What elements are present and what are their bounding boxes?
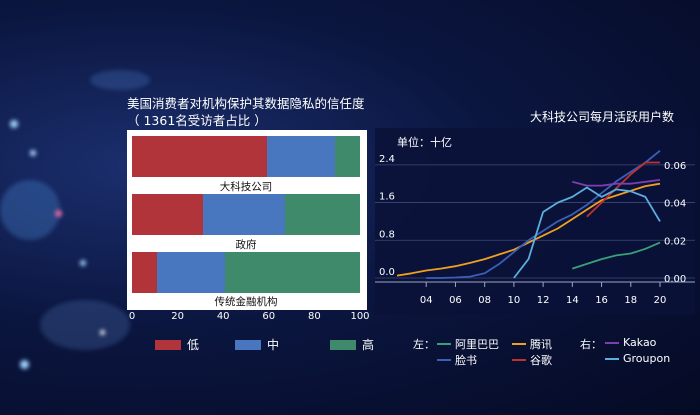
legend-item-facebook: 脸书 [437, 352, 477, 368]
right-y-tick-label: 0.06 [664, 161, 686, 172]
legend-label-alibaba: 阿里巴巴 [455, 338, 499, 351]
bar-segment-low [132, 194, 203, 235]
legend-line-google [512, 359, 526, 361]
x-tick-label: 20 [171, 311, 184, 322]
series-line-kakao [572, 179, 661, 187]
left-y-tick-label: 0.8 [379, 229, 395, 240]
legend-swatch-low [155, 339, 181, 350]
bar-row-traditional-finance [132, 252, 360, 293]
x-tick-label: 18 [624, 295, 637, 306]
bar-segment-high [334, 136, 360, 177]
legend-line-tencent [512, 343, 526, 345]
legend-right-prefix-text: 右： [580, 338, 602, 351]
bar-segment-mid [202, 194, 285, 235]
category-label-big-tech: 大科技公司 [219, 181, 273, 193]
left-chart-title-line1: 美国消费者对机构保护其数据隐私的信任度 [127, 96, 365, 111]
x-tick-label: 100 [350, 311, 370, 322]
left-y-tick-label: 1.6 [379, 192, 395, 203]
bar-segment-high [225, 252, 360, 293]
bar-row-government [132, 194, 360, 235]
x-tick-label: 16 [595, 295, 608, 306]
left-chart-title-line2: （ 1361名受访者占比 ） [127, 113, 267, 128]
legend-left-prefix: 左： [413, 336, 435, 352]
legend-item-low: 低 [155, 336, 199, 353]
bar-segment-high [284, 194, 360, 235]
legend-label-kakao: Kakao [623, 336, 657, 349]
legend-item-mid: 中 [235, 336, 279, 353]
legend-item-groupon: Groupon [605, 352, 670, 365]
x-tick-label: 12 [537, 295, 550, 306]
legend-item-google: 谷歌 [512, 352, 552, 368]
legend-label-google: 谷歌 [530, 354, 552, 367]
stacked-bar-plot: 大科技公司 政府 传统金融机构 [127, 130, 367, 310]
legend-line-alibaba [437, 343, 451, 345]
legend-item-alibaba: 阿里巴巴 [437, 336, 499, 352]
series-line-groupon [513, 186, 661, 279]
legend-label-low: 低 [187, 338, 200, 352]
legend-label-facebook: 脸书 [455, 354, 477, 367]
right-chart-title: 大科技公司每月活跃用户数 [530, 110, 675, 124]
left-axis-unit: 单位：十亿 [397, 135, 452, 149]
category-label-traditional-finance: 传统金融机构 [214, 296, 278, 308]
bar-segment-low [132, 136, 267, 177]
x-tick-label: 06 [449, 295, 462, 306]
x-tick-label: 10 [508, 295, 521, 306]
legend-item-high: 高 [330, 336, 374, 353]
category-label-government: 政府 [235, 239, 257, 251]
legend-left-prefix-text: 左： [413, 338, 435, 351]
series-line-tencent [396, 182, 661, 277]
line-chart: 单位：十亿 0.0 0.8 1.6 2.4 0.00 0.02 0.04 0.06 04 06 08… [375, 128, 695, 315]
left-chart-title: 美国消费者对机构保护其数据隐私的信任度 （ 1361名受访者占比 ） [127, 95, 377, 129]
legend-swatch-mid [235, 339, 261, 350]
legend-swatch-high [330, 339, 356, 350]
bar-row-big-tech [132, 136, 360, 177]
left-y-tick-label: 0.0 [379, 267, 395, 278]
legend-line-kakao [605, 341, 619, 344]
right-plot-background [375, 128, 695, 315]
x-tick-label: 08 [478, 295, 491, 306]
x-tick-label: 04 [420, 295, 433, 306]
legend-line-groupon [605, 357, 619, 360]
x-tick-label: 40 [216, 311, 230, 322]
legend-line-facebook [437, 359, 451, 361]
series-line-google [586, 161, 660, 218]
legend-item-tencent: 腾讯 [512, 336, 552, 352]
x-tick-label: 20 [654, 295, 667, 306]
right-y-tick-label: 0.00 [664, 274, 686, 285]
legend-right-prefix: 右： [580, 336, 602, 352]
x-tick-label: 0 [128, 311, 136, 322]
x-tick-label: 60 [262, 311, 276, 322]
legend-label-mid: 中 [267, 338, 280, 352]
x-tick-label: 14 [566, 295, 579, 306]
bar-segment-mid [157, 252, 226, 293]
bar-segment-low [132, 252, 158, 293]
series-line-alibaba [572, 241, 661, 270]
right-y-tick-label: 0.02 [664, 236, 686, 247]
legend-label-tencent: 腾讯 [530, 338, 552, 351]
legend-item-kakao: Kakao [605, 336, 656, 349]
series-line-facebook [426, 150, 661, 279]
left-y-tick-label: 2.4 [379, 154, 395, 165]
legend-label-groupon: Groupon [623, 352, 671, 365]
legend-label-high: 高 [362, 338, 375, 352]
bar-segment-mid [266, 136, 335, 177]
right-y-tick-label: 0.04 [664, 199, 686, 210]
x-tick-label: 80 [308, 311, 321, 322]
